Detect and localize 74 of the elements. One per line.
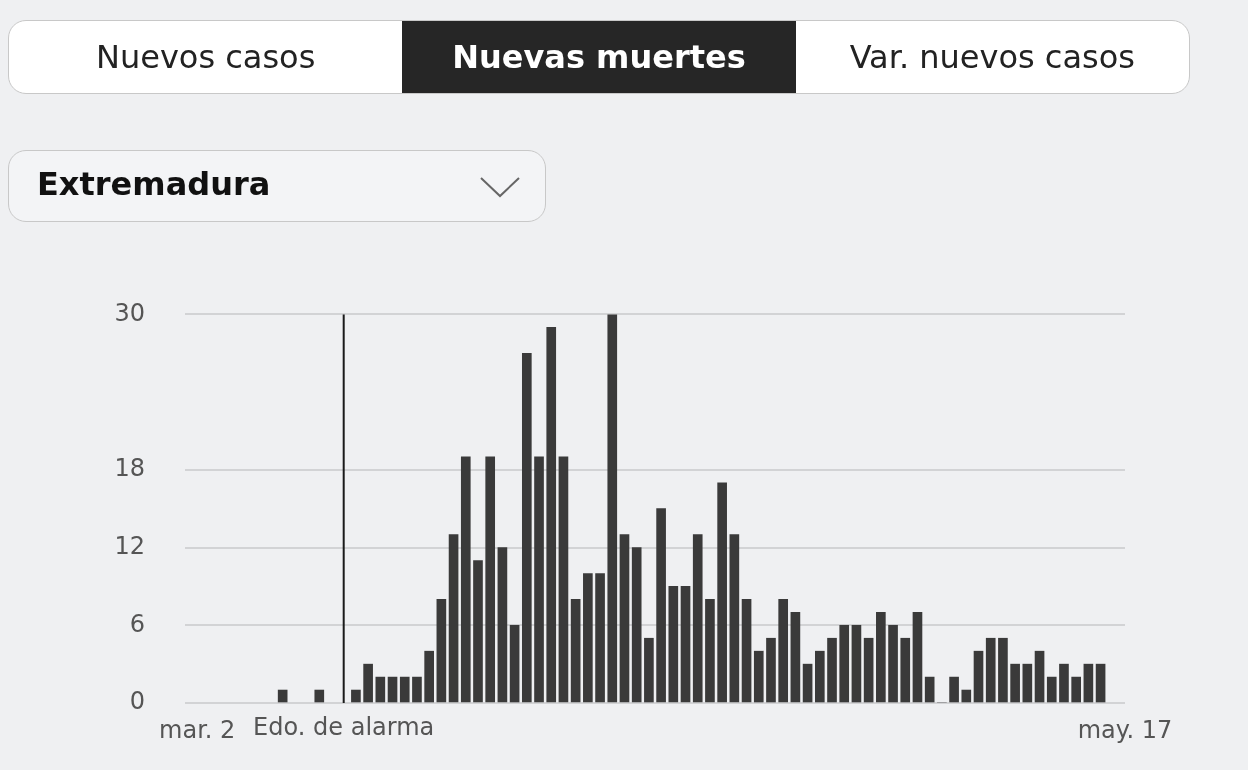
text: Nuevos casos (94, 37, 317, 78)
bar (985, 637, 996, 703)
bar (863, 637, 874, 703)
bar (607, 314, 618, 703)
y-tick-label: 12 (114, 531, 145, 560)
bar (363, 663, 373, 703)
y-tick-label: 18 (114, 454, 145, 483)
bar (876, 612, 886, 703)
y-tick-label: 0 (129, 687, 145, 716)
bar (509, 624, 520, 703)
bar (351, 689, 361, 703)
bar (1059, 663, 1069, 703)
bar (375, 676, 386, 703)
bar (619, 534, 630, 703)
bar (851, 624, 862, 703)
bar (692, 534, 703, 703)
bar (1095, 663, 1106, 703)
bar (521, 352, 532, 703)
bar (827, 637, 837, 703)
bar (802, 663, 813, 703)
bar (839, 624, 850, 703)
bar (570, 599, 581, 703)
bar (485, 456, 496, 703)
bar (1034, 650, 1045, 703)
bar (680, 586, 691, 703)
bar (497, 547, 508, 703)
bar (912, 612, 923, 703)
bar (814, 650, 825, 703)
bar (924, 676, 935, 703)
bar (644, 637, 654, 703)
bar (387, 676, 398, 703)
bar (1010, 663, 1020, 703)
y-tick-label: 6 (129, 609, 145, 638)
bar (753, 650, 764, 703)
bar (717, 482, 727, 703)
bar (546, 327, 557, 703)
bar (949, 676, 959, 703)
bar (741, 599, 752, 703)
bar (631, 547, 642, 703)
bar (534, 456, 544, 703)
bar (1046, 676, 1057, 703)
bar (1083, 663, 1094, 703)
bar (778, 599, 789, 703)
bar (558, 456, 569, 703)
bar (399, 676, 410, 703)
bar (729, 534, 740, 703)
bar (448, 534, 459, 703)
bar (412, 676, 422, 703)
bar (583, 573, 593, 703)
x-tick-label: mar. 2 (159, 715, 236, 744)
chart-title: Nuevas muertes (402, 21, 796, 93)
bar (705, 599, 715, 703)
bar (424, 650, 434, 703)
bar (998, 637, 1008, 703)
bar (766, 637, 776, 703)
bar (790, 612, 801, 703)
bar (314, 689, 325, 703)
bar (973, 650, 984, 703)
bar (888, 624, 898, 703)
bar (656, 508, 666, 703)
chart-subtitle: Extremadura (37, 165, 271, 203)
bar (473, 560, 483, 703)
bar (961, 689, 972, 703)
bar (1071, 676, 1081, 703)
bar (460, 456, 471, 703)
x-tick-label: may. 17 (1077, 715, 1173, 744)
bar (436, 599, 447, 703)
ref-line-label: Edo. de alarma (253, 713, 435, 742)
y-tick-label: 30 (114, 298, 145, 327)
bar (900, 637, 911, 703)
bar (1022, 663, 1033, 703)
bar (668, 586, 679, 703)
text: Var. nuevos casos (848, 37, 1136, 78)
bar (595, 573, 605, 703)
